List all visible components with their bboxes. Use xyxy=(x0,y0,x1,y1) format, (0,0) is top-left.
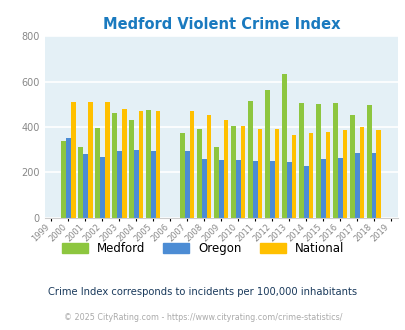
Bar xyxy=(61,141,66,218)
Bar xyxy=(66,138,70,218)
Bar xyxy=(189,111,194,218)
Bar xyxy=(201,159,206,218)
Bar xyxy=(257,129,262,218)
Bar xyxy=(274,129,279,218)
Bar xyxy=(139,111,143,218)
Bar xyxy=(358,127,363,218)
Bar xyxy=(375,130,380,218)
Bar xyxy=(371,153,375,218)
Bar xyxy=(78,148,83,218)
Title: Medford Violent Crime Index: Medford Violent Crime Index xyxy=(102,17,339,32)
Bar xyxy=(122,109,126,218)
Bar xyxy=(264,90,269,218)
Bar xyxy=(269,161,274,218)
Bar xyxy=(180,133,184,218)
Bar xyxy=(240,126,245,218)
Bar xyxy=(342,130,346,218)
Bar xyxy=(298,103,303,218)
Bar xyxy=(87,102,92,218)
Bar xyxy=(213,148,218,218)
Bar xyxy=(320,159,325,218)
Bar xyxy=(230,126,235,218)
Bar xyxy=(223,120,228,218)
Text: © 2025 CityRating.com - https://www.cityrating.com/crime-statistics/: © 2025 CityRating.com - https://www.city… xyxy=(64,313,341,322)
Bar xyxy=(315,104,320,218)
Bar xyxy=(83,154,87,218)
Bar xyxy=(337,158,342,218)
Bar xyxy=(184,151,189,218)
Bar xyxy=(291,135,296,218)
Bar xyxy=(151,151,156,218)
Bar xyxy=(70,102,75,218)
Bar xyxy=(146,110,151,218)
Bar xyxy=(156,111,160,218)
Bar xyxy=(129,120,134,218)
Bar xyxy=(197,129,201,218)
Bar xyxy=(247,101,252,218)
Bar xyxy=(218,160,223,218)
Legend: Medford, Oregon, National: Medford, Oregon, National xyxy=(57,237,348,260)
Bar xyxy=(206,115,211,218)
Bar xyxy=(303,166,308,218)
Bar xyxy=(134,150,139,218)
Bar xyxy=(235,160,240,218)
Bar xyxy=(281,74,286,218)
Bar xyxy=(349,115,354,218)
Text: Crime Index corresponds to incidents per 100,000 inhabitants: Crime Index corresponds to incidents per… xyxy=(48,287,357,297)
Bar xyxy=(104,102,109,218)
Bar xyxy=(100,156,104,218)
Bar xyxy=(308,133,313,218)
Bar xyxy=(117,151,121,218)
Bar xyxy=(286,162,291,218)
Bar xyxy=(112,114,117,218)
Bar xyxy=(354,153,358,218)
Bar xyxy=(366,106,371,218)
Bar xyxy=(332,103,337,218)
Bar xyxy=(252,161,257,218)
Bar xyxy=(95,128,100,218)
Bar xyxy=(325,132,330,218)
